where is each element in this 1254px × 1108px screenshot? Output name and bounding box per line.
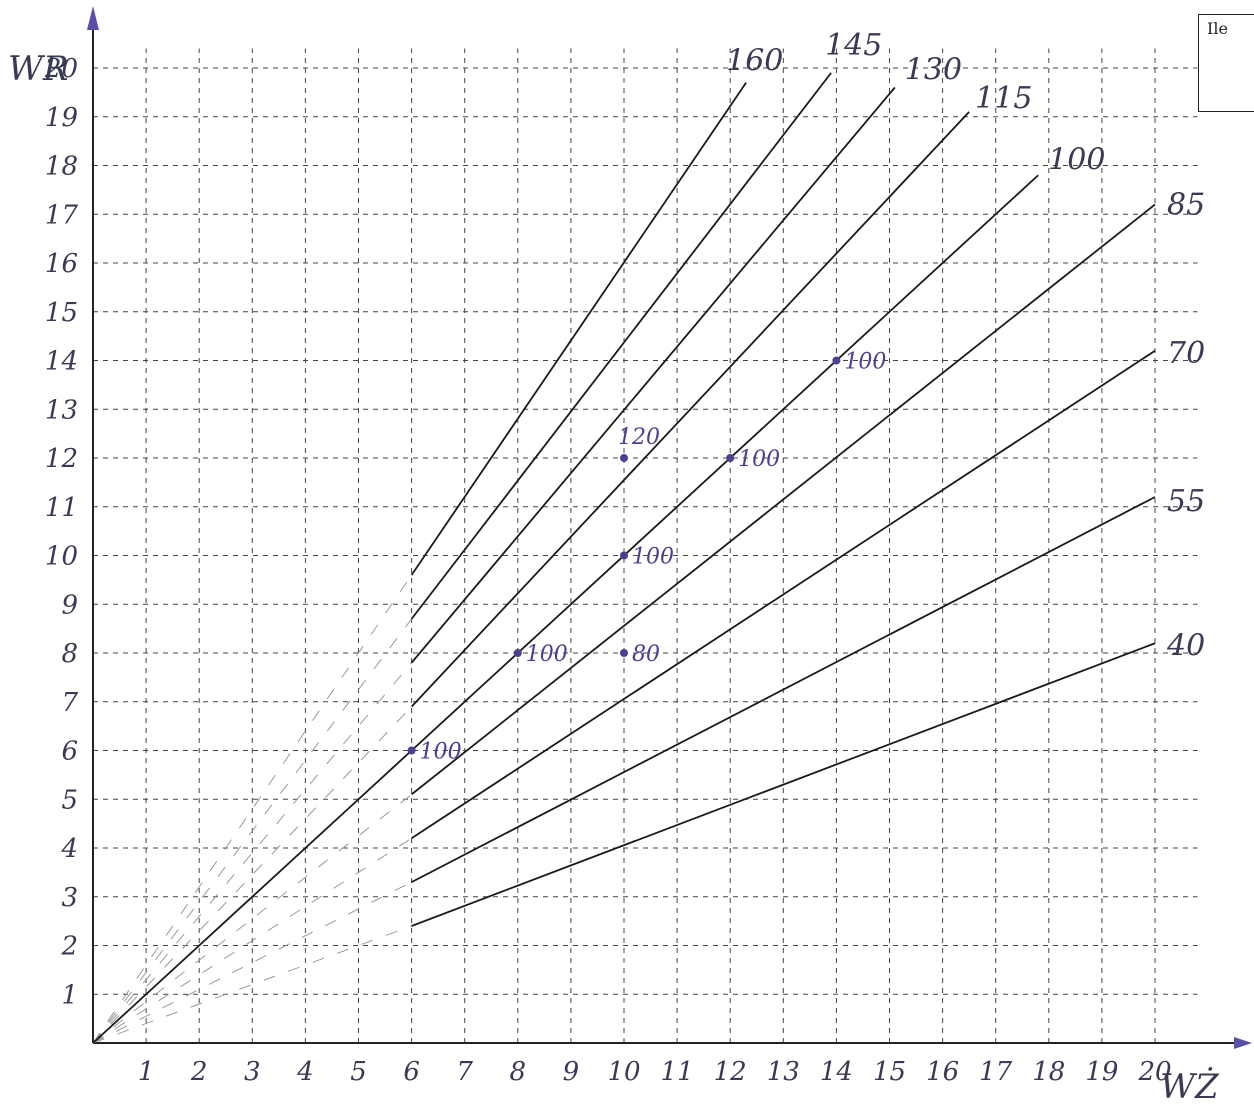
series-line [411,349,1156,840]
x-tick-label: 5 [350,1057,367,1087]
data-point-marker [620,454,628,462]
series-end-label: 115 [975,81,1032,116]
y-tick-label: 17 [45,200,79,230]
y-tick-label: 19 [45,103,78,133]
data-point-marker [620,551,628,560]
series-line [411,642,1156,927]
x-axis-arrow [1234,1037,1252,1049]
x-tick-label: 7 [456,1057,473,1087]
data-point-label: 100 [526,642,568,667]
x-tick-label: 6 [403,1057,420,1087]
series-extension-dashed [92,881,412,1044]
series-end-label: 40 [1166,628,1205,663]
x-tick-label: 3 [244,1057,261,1087]
y-tick-label: 13 [45,395,78,425]
x-tick-label: 1 [138,1057,155,1087]
series-line [410,72,832,620]
y-tick-label: 18 [45,152,78,182]
y-tick-label: 4 [60,834,78,864]
series-line [92,174,1039,1044]
x-tick-label: 15 [873,1057,906,1087]
series-end-label: 85 [1167,188,1205,223]
grid [93,48,1198,1043]
x-tick-label: 12 [714,1057,747,1087]
x-tick-label: 9 [563,1057,580,1087]
series-extension-dashed [92,618,412,1044]
series-extension-dashed [92,662,412,1044]
y-tick-label: 1 [61,980,78,1010]
x-tick-label: 18 [1032,1057,1065,1087]
y-tick-label: 10 [45,542,78,572]
y-tick-label: 7 [61,688,78,718]
y-tick-label: 6 [61,737,78,767]
x-tick-label: 4 [296,1057,314,1087]
x-tick-label: 14 [820,1057,853,1087]
y-tick-label: 5 [61,785,78,815]
y-axis-arrow [87,6,99,30]
series-end-label: 145 [825,28,882,63]
y-tick-label: 20 [44,54,78,84]
x-tick-label: 19 [1085,1057,1118,1087]
data-point-label: 100 [738,447,780,472]
data-point-marker [832,356,841,365]
series-extension-dashed [92,574,413,1044]
series-line [411,203,1156,796]
y-tick-label: 16 [45,249,78,279]
series-end-label: 100 [1048,142,1105,177]
x-tick-label: 20 [1137,1057,1171,1087]
series-line [410,86,896,664]
x-axis-title: WŻ [1160,1067,1220,1107]
x-tick-label: 10 [607,1057,640,1087]
y-tick-label: 8 [61,639,78,669]
data-point-label: 100 [844,350,886,375]
data-point-label: 100 [632,545,674,570]
y-tick-label: 3 [61,883,78,913]
corner-label-box: Ile [1198,14,1254,112]
data-point-marker [726,454,735,462]
data-points: 100 100 100 100 100 120 80 [407,350,886,765]
y-tick-label: 11 [45,493,78,523]
y-tick-label: 2 [60,932,78,962]
data-point-marker [513,649,522,657]
series-extension-dashed [92,925,412,1044]
x-tick-label: 17 [979,1057,1013,1087]
axes [87,6,1252,1049]
series-line [411,496,1156,883]
series-line [410,82,747,576]
corner-label-text: Ile [1207,19,1228,38]
series-lines: 160 145 130 115 100 85 70 55 40 [92,28,1205,1044]
x-tick-label: 13 [767,1057,800,1087]
x-tick-label: 11 [661,1057,694,1087]
data-point-label: 120 [618,425,660,450]
data-point-marker [407,746,416,755]
series-end-label: 130 [905,53,962,88]
data-point-label: 100 [420,740,462,765]
data-point-label: 80 [632,642,660,667]
y-tick-label: 12 [45,444,78,474]
series-end-label: 55 [1167,484,1205,519]
data-point-marker [620,649,628,657]
y-axis-title: WR [8,49,69,89]
series-end-label: 70 [1167,336,1205,371]
y-tick-label: 9 [61,590,78,620]
series-line [410,111,970,708]
y-tick-label: 14 [45,347,78,377]
series-extension-dashed [92,837,412,1044]
dashed-extensions [92,574,413,1044]
series-end-label: 160 [726,44,783,79]
x-tick-label: 8 [510,1057,527,1087]
x-tick-label: 2 [190,1057,208,1087]
tick-labels: 1 2 3 4 5 6 7 8 9 10 11 12 13 14 15 16 17 18 19 20123456789… [44,54,1172,1087]
y-tick-label: 15 [45,298,78,328]
x-tick-label: 16 [926,1057,959,1087]
